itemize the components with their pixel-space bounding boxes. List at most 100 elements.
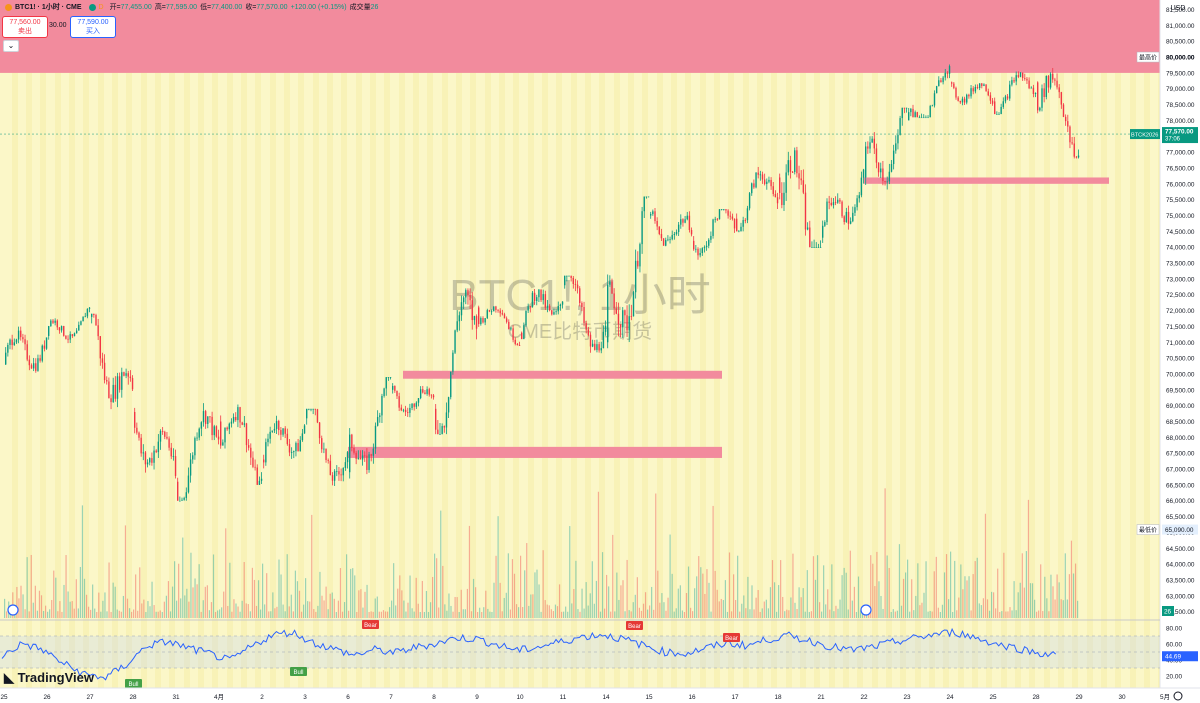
volume-bar (34, 585, 36, 618)
volume-bar (827, 589, 829, 618)
low-marker-label: 最低价 (1139, 526, 1157, 534)
candle-body (245, 423, 248, 446)
time-tick-label: 11 (560, 694, 567, 701)
candle-body (134, 412, 136, 428)
candle-body (989, 95, 992, 101)
volume-bar (554, 604, 557, 618)
price-tick-label: 80,500.00 (1166, 39, 1195, 46)
candle-body (30, 365, 33, 369)
price-tick-label: 66,000.00 (1166, 498, 1195, 505)
candle-body (637, 260, 639, 267)
sell-button[interactable]: 77,560.00 卖出 (2, 16, 48, 38)
candle-body (925, 117, 927, 119)
volume-bar (845, 572, 847, 618)
candle-body (280, 430, 282, 435)
volume-bar (30, 554, 32, 618)
volume-bar (794, 602, 796, 618)
volume-bar (575, 560, 577, 618)
candle-body (673, 234, 676, 236)
volume-bar (722, 600, 724, 618)
volume-bar (665, 610, 667, 618)
candle-body (839, 199, 841, 202)
session-band (442, 0, 448, 688)
candle-body (570, 275, 572, 278)
low-marker-value-bg (1162, 524, 1198, 535)
volume-bar (65, 555, 67, 618)
volume-bar (413, 611, 415, 618)
candle-body (914, 112, 916, 118)
candle-body (275, 420, 278, 429)
candle-body (596, 344, 598, 350)
volume-bar (376, 596, 378, 618)
volume-bar (1017, 592, 1019, 618)
volume-bar (432, 576, 434, 618)
candle-body (1017, 75, 1020, 77)
data-status: D (98, 3, 104, 11)
volume-bar (149, 606, 151, 618)
volume-bar (331, 592, 333, 618)
candle-body (568, 275, 570, 277)
volume-bar (804, 611, 806, 618)
buy-label: 买入 (86, 28, 100, 35)
volume-bar (393, 563, 395, 618)
low-marker-box (1136, 524, 1160, 535)
session-band (198, 0, 204, 688)
candle-body (815, 247, 817, 248)
volume-bar (577, 609, 579, 618)
candle-body (157, 441, 160, 453)
candle-body (583, 306, 585, 324)
candle-body (84, 316, 86, 318)
volume-bar (896, 610, 898, 618)
price-tick-label: 78,500.00 (1166, 102, 1195, 109)
candle-body (809, 227, 811, 248)
candle-body (13, 342, 15, 346)
volume-bar (819, 602, 821, 618)
volume-bar (1072, 573, 1075, 618)
high-marker-label: 最高价 (1139, 54, 1157, 62)
buy-price: 77,590.00 (77, 19, 109, 26)
volume-bar (182, 537, 184, 618)
volume-bar (69, 601, 71, 618)
candle-body (80, 321, 82, 325)
volume-bar (669, 534, 671, 618)
candle-body (978, 83, 981, 89)
volume-bar (184, 595, 186, 618)
volume-bar (85, 594, 88, 618)
volume-tag-bg (1162, 606, 1174, 616)
candle-body (207, 416, 209, 424)
candle-body (228, 423, 230, 430)
candle-body (675, 231, 678, 235)
chevron-down-icon[interactable]: ⌄ (3, 40, 19, 52)
candle-body (482, 318, 484, 323)
candle-body (613, 293, 615, 309)
volume-bar (567, 611, 569, 618)
candle-body (774, 194, 777, 198)
volume-bar (1007, 611, 1009, 618)
volume-bar (143, 599, 145, 618)
buy-button[interactable]: 77,590.00 买入 (70, 16, 116, 38)
volume-bar (958, 597, 960, 618)
price-tick-label: 69,500.00 (1166, 387, 1195, 394)
price-axis (1160, 0, 1200, 703)
price-tick-label: 76,000.00 (1166, 181, 1195, 188)
volume-bar (290, 594, 292, 618)
volume-bar (694, 588, 696, 618)
volume-bar (872, 563, 874, 618)
volume-bar (1068, 574, 1070, 618)
session-band (485, 0, 491, 688)
volume-bar (454, 596, 456, 618)
volume-bar (1060, 599, 1062, 618)
session-band (341, 0, 347, 688)
candle-body (976, 87, 979, 89)
candle-body (783, 192, 785, 206)
candle-body (490, 311, 493, 313)
volume-bar (984, 513, 987, 618)
candle-body (366, 455, 368, 470)
symbol-label[interactable]: BTC1! · 1小时 · CME (15, 4, 82, 11)
candle-body (321, 438, 323, 450)
candle-body (101, 358, 104, 363)
candle-body (376, 417, 379, 426)
volume-bar (88, 606, 90, 618)
